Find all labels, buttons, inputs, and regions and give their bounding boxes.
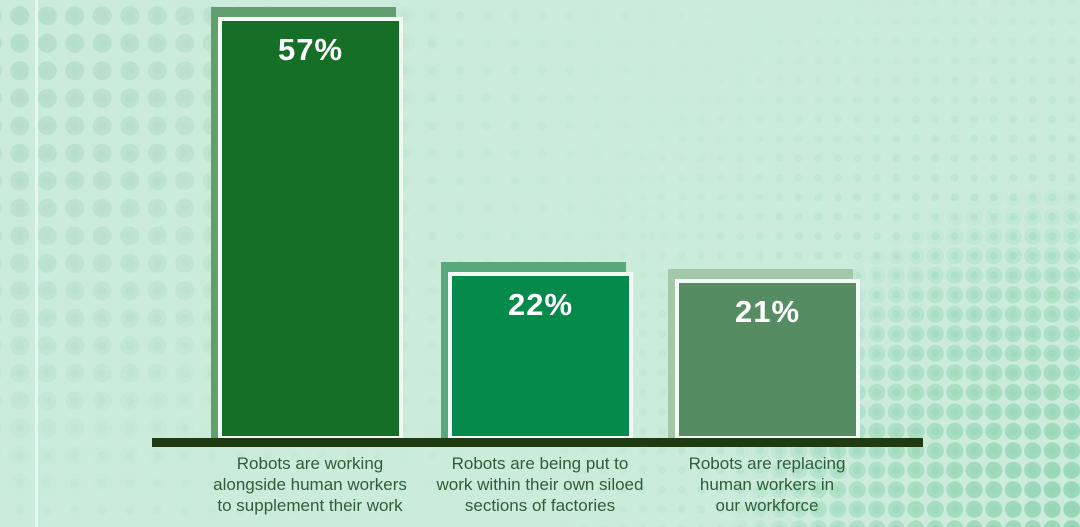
background-seam-line [35, 0, 38, 527]
label-line: Robots are replacing [688, 454, 846, 473]
baseline-axis [152, 438, 923, 447]
bar-replacing-workers: 21% [668, 269, 860, 440]
bar-supplement-work: 57% [211, 7, 403, 440]
bar-fill: 57% [218, 17, 403, 440]
label-line: alongside human workers [213, 475, 407, 494]
label-line: sections of factories [464, 496, 616, 515]
label-line: to supplement their work [217, 496, 403, 515]
category-label-siloed-sections: Robots are being put to work within thei… [410, 453, 670, 516]
label-line: work within their own siloed [436, 475, 644, 494]
label-line: human workers in [699, 475, 835, 494]
label-line: Robots are working [236, 454, 384, 473]
bar-fill: 22% [448, 272, 633, 440]
value-label: 57% [277, 32, 344, 67]
label-line: our workforce [715, 496, 819, 515]
label-line: Robots are being put to [451, 454, 629, 473]
category-label-supplement-work: Robots are working alongside human worke… [180, 453, 440, 516]
bar-fill: 21% [675, 279, 860, 440]
value-label: 22% [507, 287, 574, 322]
bar-siloed-sections: 22% [441, 262, 633, 440]
category-label-replacing-workers: Robots are replacing human workers in ou… [637, 453, 897, 516]
value-label: 21% [734, 294, 801, 329]
